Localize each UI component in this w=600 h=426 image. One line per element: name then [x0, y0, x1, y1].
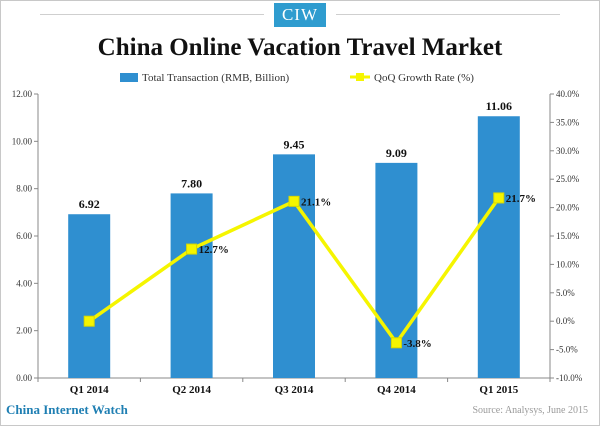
right-tick-label: 35.0% — [556, 117, 580, 127]
footer-source: Source: Analysys, June 2015 — [472, 405, 588, 416]
bar-value-label: 11.06 — [486, 99, 512, 113]
left-tick-label: 2.00 — [16, 326, 32, 336]
bar-value-label: 6.92 — [79, 197, 100, 211]
right-tick-label: 40.0% — [556, 89, 580, 99]
x-axis-labels: Q1 2014 Q2 2014 Q3 2014 Q4 2014 Q1 2015 — [70, 384, 519, 396]
legend-label-line: QoQ Growth Rate (%) — [374, 72, 474, 84]
growth-value-label: -3.8% — [403, 338, 431, 350]
footer-brand: China Internet Watch — [6, 402, 128, 417]
left-tick-label: 12.00 — [12, 89, 33, 99]
legend-swatch-marker — [356, 73, 364, 81]
chart-title: China Online Vacation Travel Market — [97, 34, 503, 61]
growth-marker — [288, 195, 300, 207]
logo-rule-right — [336, 14, 560, 15]
growth-marker — [83, 315, 95, 327]
right-tick-label: 15.0% — [556, 231, 580, 241]
axes: 0.00 2.00 4.00 6.00 8.00 10.00 12.00 -10.0% -5.0… — [12, 89, 583, 383]
ciw-logo: CIW — [274, 3, 326, 27]
x-tick-label: Q1 2015 — [479, 384, 518, 396]
bar — [273, 154, 315, 378]
x-tick-label: Q4 2014 — [377, 384, 416, 396]
growth-marker — [186, 243, 198, 255]
growth-marker — [390, 337, 402, 349]
growth-marker — [493, 192, 505, 204]
bars — [68, 116, 520, 378]
right-tick-label: 30.0% — [556, 146, 580, 156]
right-tick-label: 25.0% — [556, 174, 580, 184]
bar-labels: 6.92 7.80 9.45 9.09 11.06 — [79, 99, 512, 211]
legend-label-bar: Total Transaction (RMB, Billion) — [142, 72, 289, 84]
logo-rule-left — [40, 14, 264, 15]
left-tick-label: 6.00 — [16, 231, 32, 241]
right-tick-label: 0.0% — [556, 316, 575, 326]
right-tick-label: -10.0% — [556, 373, 583, 383]
left-tick-label: 8.00 — [16, 184, 32, 194]
right-tick-label: -5.0% — [556, 345, 578, 355]
bar-value-label: 9.09 — [386, 146, 407, 160]
growth-value-label: 21.1% — [301, 196, 331, 208]
x-tick-label: Q2 2014 — [172, 384, 211, 396]
left-tick-label: 4.00 — [16, 278, 32, 288]
growth-value-label: 21.7% — [506, 193, 536, 205]
legend: Total Transaction (RMB, Billion) QoQ Gro… — [120, 72, 474, 84]
bar — [477, 116, 520, 378]
bar — [68, 214, 111, 378]
bar-value-label: 7.80 — [181, 176, 202, 190]
left-tick-label: 0.00 — [16, 373, 32, 383]
bar-value-label: 9.45 — [284, 137, 305, 151]
bar — [170, 193, 213, 378]
right-tick-label: 5.0% — [556, 288, 575, 298]
growth-value-label: 12.7% — [199, 244, 229, 256]
right-tick-label: 20.0% — [556, 203, 580, 213]
left-tick-label: 10.00 — [12, 136, 33, 146]
x-tick-label: Q3 2014 — [275, 384, 314, 396]
growth-line-layer: 12.7% 21.1% -3.8% 21.7% — [83, 192, 536, 350]
x-tick-label: Q1 2014 — [70, 384, 109, 396]
legend-swatch-bar — [120, 73, 138, 82]
right-tick-label: 10.0% — [556, 259, 580, 269]
